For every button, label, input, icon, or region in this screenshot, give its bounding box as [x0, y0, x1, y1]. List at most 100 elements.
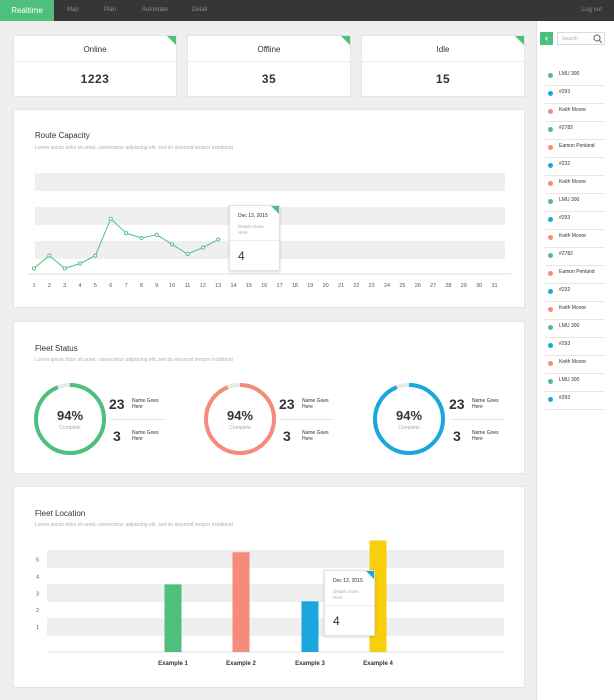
status-dot: [548, 271, 553, 276]
x-tick-label: 14: [230, 283, 236, 289]
status-dot: [548, 163, 553, 168]
vehicle-list-item[interactable]: #293: [545, 86, 605, 104]
vehicle-list-item[interactable]: LMU 300: [545, 320, 605, 338]
x-tick-label: 9: [155, 283, 158, 289]
corner-flag: [515, 36, 524, 45]
vehicle-list-item[interactable]: Keith Moore: [545, 104, 605, 122]
status-dot: [548, 379, 553, 384]
status-dot: [548, 91, 553, 96]
vehicle-list-label: #2782: [559, 251, 573, 257]
divider: [230, 240, 279, 241]
x-category-label: Example 4: [363, 661, 393, 667]
x-tick-label: 1: [32, 283, 35, 289]
x-tick-label: 11: [185, 283, 191, 289]
x-tick-label: 2: [48, 283, 51, 289]
legend-count: 23: [449, 396, 465, 412]
vehicle-list-item[interactable]: Keith Moore: [545, 230, 605, 248]
vehicle-list-item[interactable]: LMU 300: [545, 374, 605, 392]
divider: [188, 61, 350, 62]
fleet-location-panel: Fleet Location Lorem ipsum dolor sit ame…: [13, 486, 525, 688]
tooltip-value: 4: [238, 249, 245, 263]
vehicle-list-label: Keith Moore: [559, 179, 586, 185]
search-icon[interactable]: [593, 34, 603, 44]
x-category-label: Example 3: [295, 661, 325, 667]
x-tick-label: 15: [246, 283, 252, 289]
vehicle-list-item[interactable]: Keith Moore: [545, 302, 605, 320]
y-tick-label: 3: [36, 591, 39, 597]
vehicle-list-item[interactable]: Keith Moore: [545, 356, 605, 374]
x-tick-label: 21: [338, 283, 344, 289]
bar: [301, 601, 319, 652]
status-dot: [548, 109, 553, 114]
donut-chart-blue: [373, 383, 445, 455]
grid-band: [47, 584, 504, 602]
x-tick-label: 28: [445, 283, 451, 289]
legend-count: 3: [283, 428, 291, 444]
donut-percent: 94%: [395, 408, 423, 423]
nav-tab-automate[interactable]: Automate: [142, 7, 168, 13]
vehicle-sidebar: ‹ LMU 300 #293 Keith Moore #2782 Eamon Penla…: [536, 21, 614, 700]
status-dot: [548, 217, 553, 222]
corner-flag: [271, 206, 279, 214]
stat-label: Idle: [436, 45, 450, 54]
legend-label: Name Goes Here: [472, 398, 499, 410]
status-dot: [548, 253, 553, 258]
vehicle-list-item[interactable]: Eamon Penland: [545, 140, 605, 158]
vehicle-list-label: LMU 300: [559, 197, 580, 203]
data-point: [62, 266, 67, 271]
y-tick-label: 4: [36, 574, 39, 580]
donut-caption: Complete: [229, 425, 251, 431]
vehicle-list-label: #293: [559, 215, 571, 221]
x-tick-label: 4: [79, 283, 82, 289]
vehicle-list-label: Keith Moore: [559, 305, 586, 311]
section-title: Route Capacity: [35, 131, 90, 140]
x-category-label: Example 1: [158, 661, 188, 667]
nav-tab-realtime[interactable]: Realtime: [0, 0, 54, 21]
data-point: [154, 232, 159, 237]
vehicle-list-label: #293: [559, 341, 571, 347]
data-point: [216, 237, 221, 242]
vehicle-list-item[interactable]: #232: [545, 158, 605, 176]
vehicle-list-label: Keith Moore: [559, 359, 586, 365]
stat-label: Offline: [257, 45, 281, 54]
y-tick-label: 5: [36, 558, 39, 564]
vehicle-list-item[interactable]: LMU 300: [545, 68, 605, 86]
x-category-label: Example 2: [226, 661, 256, 667]
vehicle-list-item[interactable]: Eamon Penland: [545, 266, 605, 284]
vehicle-list-item[interactable]: #2782: [545, 248, 605, 266]
vehicle-list-label: #293: [559, 395, 571, 401]
vehicle-list-item[interactable]: #293: [545, 212, 605, 230]
collapse-button[interactable]: ‹: [540, 32, 553, 45]
divider: [362, 61, 524, 62]
vehicle-list-item[interactable]: #2782: [545, 122, 605, 140]
nav-tab-detail[interactable]: Detail: [192, 7, 208, 13]
stat-card-offline: Offline 35: [187, 35, 351, 97]
vehicle-list-item[interactable]: LMU 300: [545, 194, 605, 212]
stat-card-online: Online 1223: [13, 35, 177, 97]
x-tick-label: 20: [323, 283, 329, 289]
vehicle-list-item[interactable]: Keith Moore: [545, 176, 605, 194]
nav-tab-plan[interactable]: Plan: [104, 7, 117, 13]
nav-tab-map[interactable]: Map: [67, 7, 79, 13]
search-box: [557, 32, 605, 45]
top-nav: Realtime Map Plan Automate Detail Log ou…: [0, 0, 614, 21]
search-input[interactable]: [558, 33, 592, 44]
status-dot: [548, 235, 553, 240]
data-point: [139, 235, 144, 241]
donut-arc: [34, 383, 106, 455]
vehicle-list-label: #293: [559, 89, 571, 95]
status-dot: [548, 181, 553, 186]
legend-label: Name Goes Here: [132, 398, 159, 410]
data-point: [108, 216, 113, 221]
x-tick-label: 19: [307, 283, 313, 289]
vehicle-list-item[interactable]: #232: [545, 284, 605, 302]
bar: [164, 584, 182, 652]
vehicle-list-item[interactable]: #293: [545, 338, 605, 356]
status-dot: [548, 343, 553, 348]
vehicle-list-item[interactable]: #293: [545, 392, 605, 410]
route-tooltip: Dec 13, 2015 Details Goes Here 4: [229, 205, 280, 271]
data-point: [78, 261, 83, 266]
logout-link[interactable]: Log out: [581, 7, 602, 13]
data-point: [200, 245, 205, 250]
section-subtitle: Lorem ipsum dolor sit amet, consectetur …: [35, 357, 233, 363]
